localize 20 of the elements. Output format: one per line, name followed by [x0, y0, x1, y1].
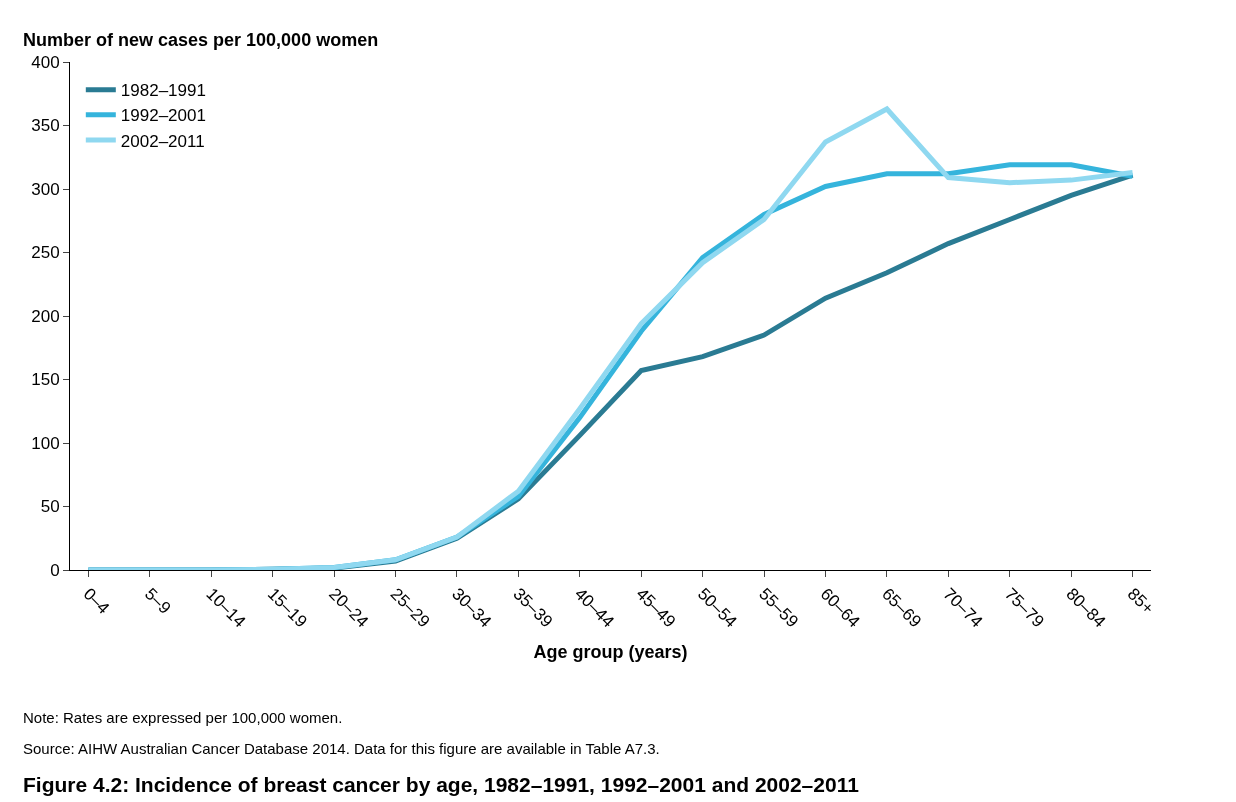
- y-tick-label: 250: [31, 243, 60, 263]
- text: Figure 4.2: Incidence of breast cancer by age, 1982–1991, 1992–2001 and 2002–2011: [23, 773, 860, 796]
- x-tick-label: 85+: [1123, 584, 1158, 619]
- y-tick-label: 0: [50, 560, 60, 580]
- y-axis-title: Number of new cases per 100,000 women: [23, 30, 379, 50]
- text: Note: Rates are expressed per 100,000 women.: [23, 709, 343, 726]
- legend-label: 2002–2011: [120, 131, 205, 151]
- y-tick-label: 200: [31, 306, 60, 326]
- y-tick-label: 50: [40, 497, 60, 517]
- x-tick-label: 0–4: [79, 584, 114, 618]
- y-tick-label: 300: [31, 179, 60, 199]
- x-tick-label: 5–9: [141, 584, 175, 618]
- y-tick-label: 150: [31, 370, 60, 390]
- source-note: Source: AIHW Australian Cancer Database 2014. Data for this figure are available in Table A7.3.: [23, 740, 660, 757]
- legend-label: 1982–1991: [120, 81, 206, 101]
- y-tick-label: 350: [31, 116, 60, 136]
- y-tick-label: 100: [31, 433, 60, 453]
- x-axis-title: Age group (years): [533, 642, 688, 663]
- y-tick-label: 400: [31, 52, 60, 72]
- legend-label: 1992–2001: [120, 106, 206, 126]
